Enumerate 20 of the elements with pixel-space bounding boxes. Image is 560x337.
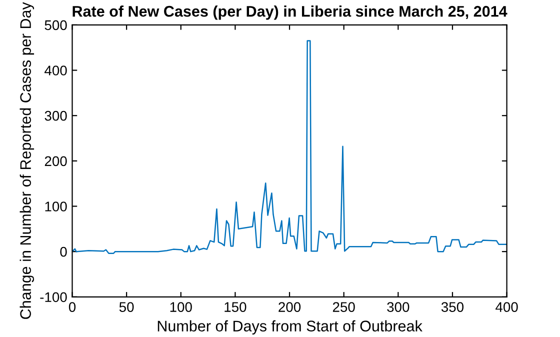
x-tick-label: 350 bbox=[441, 302, 464, 312]
x-tick-label: 250 bbox=[332, 302, 355, 312]
y-axis-title: Change in Number of Reported Cases per Day bbox=[20, 2, 34, 319]
x-tick-label: 400 bbox=[496, 302, 518, 312]
line-series bbox=[72, 40, 507, 254]
y-tick-label: 400 bbox=[44, 66, 67, 76]
x-axis-title: Number of Days from Start of Outbreak bbox=[158, 320, 422, 334]
x-tick-label: 150 bbox=[224, 302, 246, 312]
x-tick-label: 0 bbox=[68, 302, 76, 312]
y-tick-label: 500 bbox=[44, 20, 67, 30]
y-tick-label: -100 bbox=[40, 292, 67, 302]
y-tick-label: 100 bbox=[45, 202, 67, 212]
y-tick-label: 0 bbox=[60, 246, 67, 257]
chart-title: Rate of New Cases (per Day) in Liberia since March 25, 2014 bbox=[72, 6, 508, 20]
x-tick-label: 200 bbox=[278, 302, 301, 312]
x-tick-label: 50 bbox=[119, 302, 134, 312]
x-tick-label: 300 bbox=[387, 302, 410, 312]
y-tick-label: 200 bbox=[44, 156, 67, 166]
x-tick-label: 100 bbox=[170, 302, 192, 312]
y-tick-label: 300 bbox=[44, 110, 67, 121]
